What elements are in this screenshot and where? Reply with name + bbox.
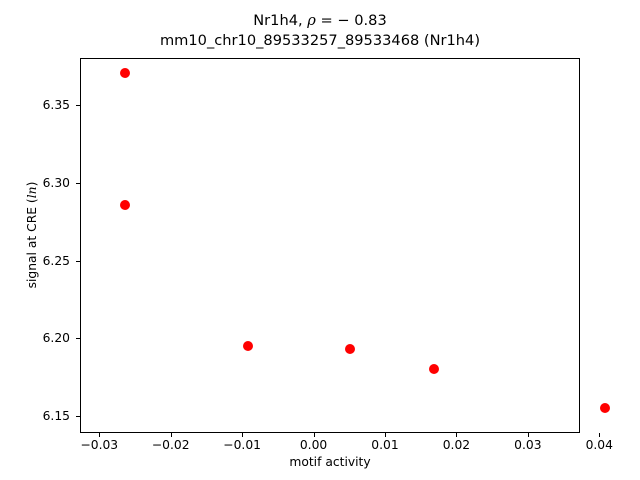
x-tick-label: 0.04 bbox=[585, 438, 613, 452]
x-tick-label: 0.03 bbox=[514, 438, 542, 452]
y-axis-label-text: signal at CRE ( bbox=[25, 198, 39, 289]
y-tick-mark bbox=[76, 415, 80, 417]
chart-title: Nr1h4, ρ = − 0.83 mm10_chr10_89533257_89… bbox=[0, 11, 640, 51]
scatter-point bbox=[243, 341, 254, 352]
scatter-point bbox=[600, 402, 611, 413]
y-axis-label-unit: ln bbox=[25, 186, 39, 199]
y-tick-mark bbox=[76, 338, 80, 340]
x-tick-mark bbox=[599, 433, 601, 437]
plot-axes-frame bbox=[80, 58, 611, 433]
rho-value: = − 0.83 bbox=[315, 12, 387, 29]
scatter-point bbox=[120, 199, 131, 210]
x-tick-mark bbox=[527, 433, 529, 437]
y-axis-label: signal at CRE (ln) bbox=[25, 105, 39, 365]
chart-title-line-2: mm10_chr10_89533257_89533468 (Nr1h4) bbox=[159, 32, 481, 49]
rho-symbol: ρ bbox=[307, 12, 316, 29]
scatter-plot-area bbox=[81, 59, 611, 432]
chart-title-line-1: Nr1h4, ρ = − 0.83 bbox=[0, 11, 640, 31]
x-tick-mark bbox=[456, 433, 458, 437]
y-tick-mark bbox=[76, 260, 80, 262]
x-tick-label: 0.01 bbox=[371, 438, 399, 452]
scatter-point bbox=[428, 364, 439, 375]
y-tick-label: 6.35 bbox=[42, 98, 70, 113]
x-tick-mark bbox=[313, 433, 315, 437]
x-tick-label: 0.00 bbox=[299, 438, 328, 452]
y-tick-label: 6.25 bbox=[42, 253, 70, 268]
scatter-point bbox=[120, 67, 131, 78]
x-axis-label: motif activity bbox=[289, 455, 371, 469]
x-tick-mark bbox=[385, 433, 386, 437]
y-tick-label: 6.30 bbox=[42, 176, 70, 190]
title-gene-name: Nr1h4, bbox=[253, 12, 308, 29]
x-tick-mark bbox=[170, 433, 172, 437]
x-tick-mark bbox=[242, 433, 244, 437]
y-tick-mark bbox=[76, 183, 80, 184]
x-tick-label: 0.02 bbox=[442, 438, 471, 452]
x-tick-label: −0.02 bbox=[151, 438, 190, 452]
x-tick-label: −0.01 bbox=[223, 438, 261, 452]
y-tick-mark bbox=[76, 105, 80, 107]
y-tick-label: 6.15 bbox=[42, 408, 70, 423]
x-tick-mark bbox=[99, 433, 101, 437]
x-tick-label: −0.03 bbox=[80, 438, 119, 452]
y-axis-label-paren: ) bbox=[25, 181, 39, 187]
y-tick-label: 6.20 bbox=[42, 331, 70, 346]
scatter-point bbox=[345, 343, 356, 354]
